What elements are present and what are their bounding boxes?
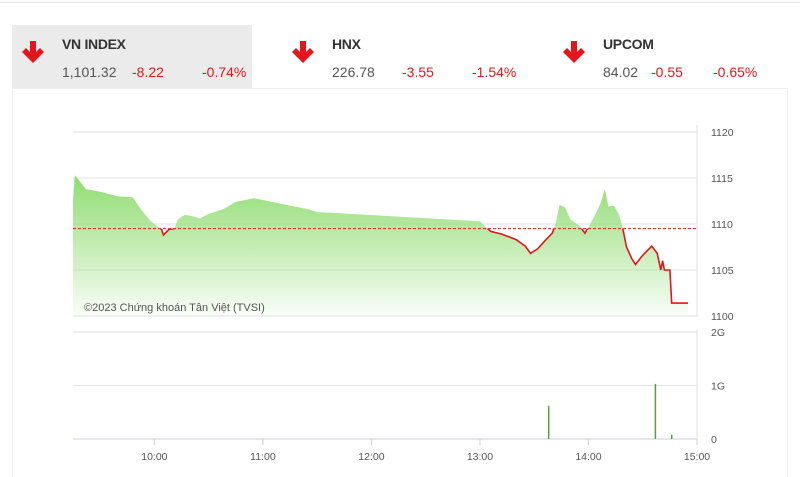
volume-tick-label: 2G <box>711 327 725 339</box>
arrow-down-icon <box>22 41 44 63</box>
index-value: 1,101.32 <box>62 64 117 80</box>
arrow-down-icon <box>563 41 585 63</box>
x-tick-label: 13:00 <box>467 451 493 463</box>
y-tick-label: 1115 <box>711 173 733 185</box>
index-tab-upcom[interactable]: UPCOM 84.02 -0.55 -0.65% <box>553 25 793 88</box>
price-line-below-reference <box>159 228 688 304</box>
top-divider <box>0 2 800 3</box>
volume-bar <box>670 434 673 439</box>
x-tick-label: 11:00 <box>250 451 276 463</box>
volume-tick-label: 1G <box>711 381 725 393</box>
y-tick-label: 1100 <box>711 311 734 323</box>
index-name: HNX <box>332 36 361 52</box>
index-percent: -1.54% <box>472 64 517 80</box>
index-percent: -0.74% <box>202 64 247 80</box>
watermark: ©2023 Chứng khoán Tân Việt (TVSI) <box>84 302 265 314</box>
chart-panel <box>12 88 788 477</box>
index-percent: -0.65% <box>713 64 758 80</box>
arrow-down-icon <box>292 41 314 63</box>
index-change: -3.55 <box>402 64 434 80</box>
index-name: UPCOM <box>603 36 654 52</box>
volume-tick-label: 0 <box>711 434 717 446</box>
x-tick-label: 14:00 <box>575 451 601 463</box>
y-tick-label: 1105 <box>711 265 734 277</box>
y-tick-label: 1110 <box>711 219 733 231</box>
index-change: -8.22 <box>132 64 164 80</box>
x-tick-label: 12:00 <box>358 451 384 463</box>
index-change: -0.55 <box>651 64 683 80</box>
index-tab-vn-index[interactable]: VN INDEX 1,101.32 -8.22 -0.74% <box>12 25 252 88</box>
index-value: 226.78 <box>332 64 375 80</box>
index-tab-hnx[interactable]: HNX 226.78 -3.55 -1.54% <box>282 25 522 88</box>
y-tick-label: 1120 <box>711 127 734 139</box>
index-value: 84.02 <box>603 64 639 80</box>
volume-bar <box>654 383 657 439</box>
index-name: VN INDEX <box>62 36 126 52</box>
volume-bar <box>547 405 550 439</box>
x-tick-label: 15:00 <box>684 451 710 463</box>
x-tick-label: 10:00 <box>141 451 167 463</box>
price-area <box>73 175 688 316</box>
